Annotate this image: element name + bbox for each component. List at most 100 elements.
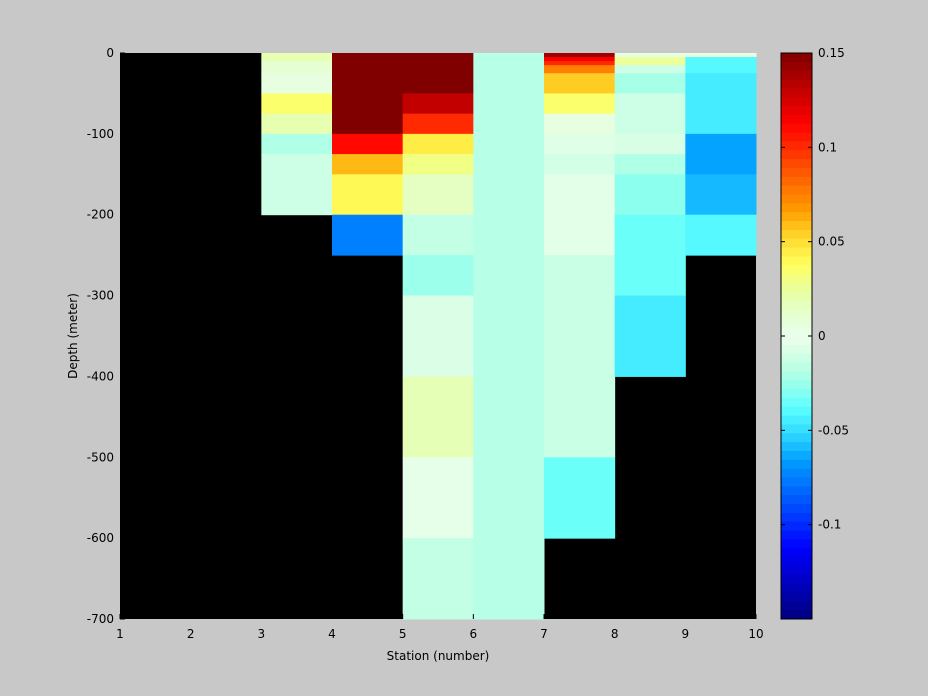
colorbar-swatch (781, 601, 812, 611)
heatmap-cell (685, 214, 757, 256)
heatmap-cell (261, 93, 333, 115)
colorbar-swatch (781, 167, 812, 178)
colorbar-swatch (781, 194, 812, 204)
x-axis-label: Station (number) (387, 649, 490, 663)
x-tick-label: 5 (399, 627, 407, 641)
y-tick-label: -200 (87, 208, 114, 222)
colorbar-swatch (781, 256, 812, 266)
colorbar-swatch (781, 504, 812, 514)
colorbar-swatch (781, 468, 812, 478)
heatmap-cell (402, 538, 474, 620)
plot-area: 1 2 3 4 5 6 7 8 9 10 0 -100 -200 -300 -400 -500 -600 -70… (87, 46, 764, 641)
heatmap-cell (261, 133, 333, 155)
heatmap-cell (544, 457, 616, 539)
heatmap-cell (685, 53, 757, 58)
colorbar-swatch (781, 97, 812, 107)
colorbar-swatch (781, 583, 812, 593)
heatmap-cell (332, 133, 404, 155)
colorbar-swatch (781, 291, 812, 302)
heatmap-cell (614, 65, 686, 74)
colorbar-swatch (781, 521, 812, 531)
colorbar-swatch (781, 53, 812, 63)
heatmap-cell (544, 93, 616, 115)
colorbar-swatch (781, 132, 812, 142)
colorbar-swatch (781, 397, 812, 408)
heatmap-cell (402, 457, 474, 539)
colorbar-swatch (781, 592, 812, 602)
colorbar-swatch (781, 353, 812, 363)
colorbar-swatch (781, 433, 812, 443)
heatmap-cell (685, 133, 757, 175)
heatmap-cell (332, 174, 404, 216)
x-tick-label: 6 (470, 627, 478, 641)
colorbar-swatch (781, 106, 812, 116)
colorbar-swatch (781, 309, 812, 319)
colorbar-swatch (781, 282, 812, 293)
colorbar: 0.15 0.1 0.05 0 -0.05 -0.1 (780, 46, 849, 620)
heatmap-cell (614, 133, 686, 155)
colorbar-swatch (781, 442, 812, 452)
y-tick-label: -100 (87, 127, 114, 141)
heatmap-cell (614, 93, 686, 135)
colorbar-swatch (781, 336, 812, 346)
heatmap-cell (614, 53, 686, 58)
colorbar-swatch (781, 61, 812, 72)
colorbar-swatch (781, 415, 812, 425)
heatmap-cell (402, 214, 474, 256)
colorbar-swatch (781, 565, 812, 576)
colorbar-swatch (781, 70, 812, 80)
colorbar-swatch (781, 327, 812, 337)
heatmap-cell (544, 154, 616, 175)
colorbar-tick-label: 0.15 (818, 46, 845, 60)
heatmap-cell (544, 61, 616, 66)
colorbar-swatch (781, 150, 812, 160)
heatmap-cell (544, 53, 616, 58)
heatmap-cell (614, 174, 686, 216)
heatmap-cell (402, 93, 474, 115)
heatmap-cells (261, 53, 757, 620)
colorbar-swatch (781, 141, 812, 151)
colorbar-tick-label: 0.05 (818, 235, 845, 249)
heatmap-cell (614, 73, 686, 94)
colorbar-swatch (781, 159, 812, 169)
heatmap-cell (544, 113, 616, 135)
colorbar-swatch (781, 274, 812, 284)
colorbar-swatch (781, 610, 812, 620)
heatmap-cell (614, 295, 686, 377)
heatmap-cell (685, 93, 757, 135)
x-tick-label: 9 (682, 627, 690, 641)
colorbar-swatch (781, 344, 812, 355)
heatmap-cell (544, 65, 616, 74)
x-tick-label: 4 (328, 627, 336, 641)
x-tick-label: 3 (258, 627, 266, 641)
colorbar-swatch (781, 265, 812, 275)
colorbar-swatch (781, 512, 812, 523)
colorbar-swatch (781, 221, 812, 231)
colorbar-swatch (781, 450, 812, 461)
x-tick-label: 8 (611, 627, 619, 641)
heatmap-cell (332, 154, 404, 175)
y-tick-label: -600 (87, 531, 114, 545)
colorbar-swatch (781, 114, 812, 125)
colorbar-swatch (781, 459, 812, 470)
y-tick-label: -400 (87, 369, 114, 383)
heatmap-cell (473, 53, 545, 620)
colorbar-swatch (781, 477, 812, 487)
heatmap-cell (544, 133, 616, 155)
colorbar-swatch (781, 380, 812, 390)
colorbar-swatch (781, 486, 812, 496)
colorbar-swatch (781, 176, 812, 187)
colorbar-swatch (781, 574, 812, 585)
colorbar-swatch (781, 371, 812, 381)
colorbar-swatch (781, 389, 812, 399)
colorbar-swatch (781, 79, 812, 89)
colorbar-swatch (781, 495, 812, 505)
heatmap-cell (261, 61, 333, 74)
colorbar-swatch (781, 424, 812, 434)
heatmap-cell (402, 113, 474, 135)
x-axis-ticks: 1 2 3 4 5 6 7 8 9 10 (116, 614, 764, 641)
heatmap-cell (332, 214, 404, 256)
heatmap-cell (685, 174, 757, 216)
colorbar-swatch (781, 362, 812, 372)
heatmap-cell (544, 57, 616, 62)
